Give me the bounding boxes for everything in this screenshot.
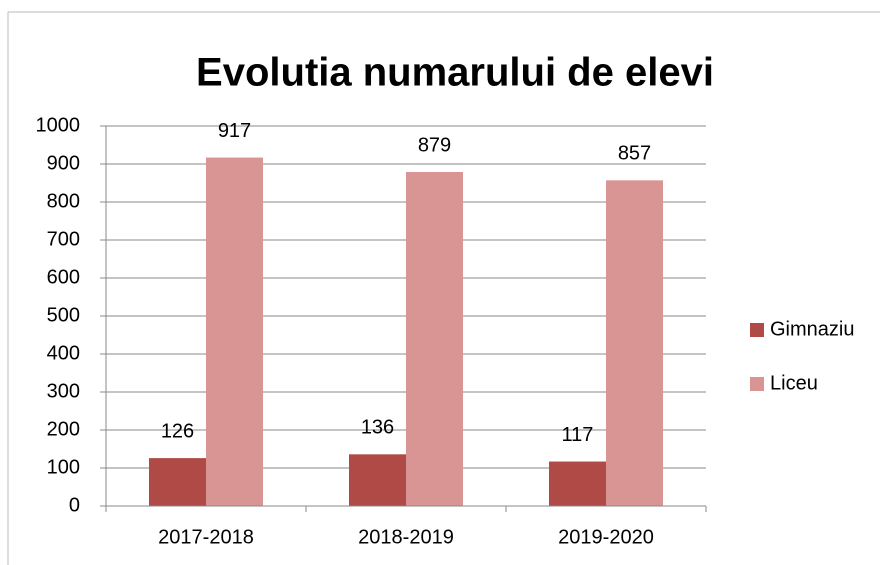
legend-swatch	[750, 377, 764, 391]
chart-title: Evolutia numarului de elevi	[196, 51, 714, 95]
y-tick-label: 200	[47, 418, 80, 440]
legend-label: Gimnaziu	[770, 318, 854, 340]
y-tick-label: 100	[47, 456, 80, 478]
bar	[406, 171, 463, 507]
bar	[149, 458, 206, 506]
y-tick-label: 900	[47, 152, 80, 174]
data-label: 117	[562, 424, 594, 446]
legend-label: Liceu	[770, 372, 818, 394]
x-tick-label: 2017-2018	[158, 526, 254, 548]
y-tick-label: 1000	[36, 114, 81, 136]
data-label: 917	[218, 120, 251, 142]
x-tick-label: 2019-2020	[558, 526, 654, 548]
data-label: 879	[418, 134, 451, 156]
data-label: 136	[361, 417, 394, 439]
legend-swatch	[750, 323, 764, 337]
y-tick-label: 300	[47, 380, 80, 402]
bar	[606, 180, 663, 506]
y-tick-label: 0	[69, 494, 80, 516]
data-label: 126	[161, 420, 194, 442]
data-label: 857	[618, 143, 651, 165]
bar	[349, 454, 406, 506]
bar	[549, 461, 606, 506]
y-tick-label: 600	[47, 266, 80, 288]
y-tick-label: 700	[47, 228, 80, 250]
bar	[206, 157, 263, 507]
x-tick-label: 2018-2019	[358, 526, 454, 548]
y-tick-label: 400	[47, 342, 80, 364]
y-tick-label: 500	[47, 304, 80, 326]
y-tick-label: 800	[47, 190, 80, 212]
